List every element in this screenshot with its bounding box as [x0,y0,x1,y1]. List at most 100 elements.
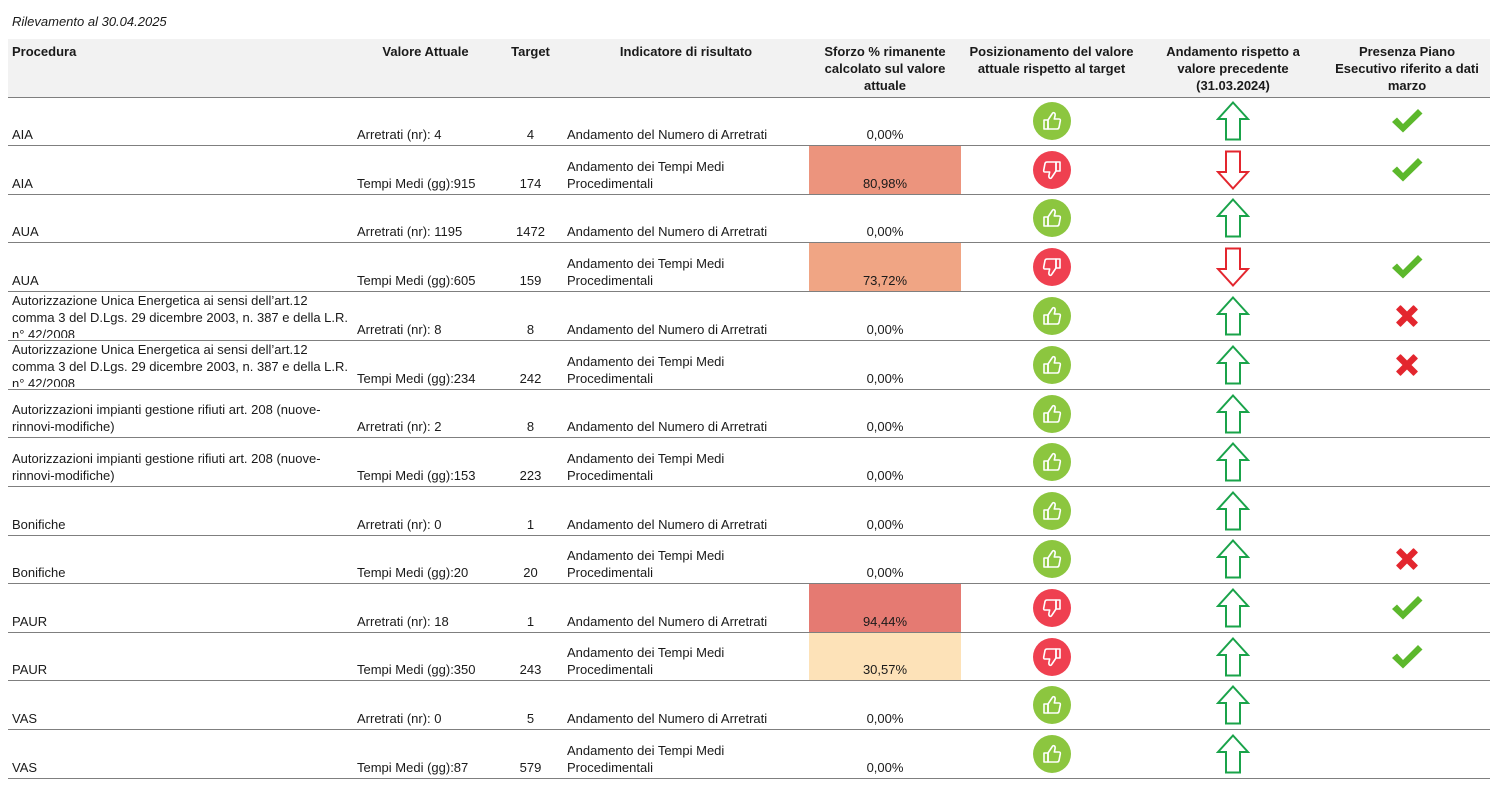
cell-valore: Tempi Medi (gg):915 [353,145,498,195]
cell-target: 242 [498,340,563,390]
arrow-up-icon [1216,636,1250,677]
cell-target: 5 [498,680,563,731]
cell-posizionamento [961,535,1142,585]
thumbs-up-icon [1032,345,1071,384]
cell-procedura: AUA [8,242,353,292]
thumbs-down-icon [1032,637,1071,676]
table-row: Bonifiche Arretrati (nr): 0 1 Andamento del… [8,486,1490,536]
header-posizionamento: Posizionamento del valore attuale rispet… [961,39,1142,98]
cell-andamento [1142,145,1324,195]
cell-procedura: Autorizzazione Unica Energetica ai sensi… [8,340,353,390]
cell-posizionamento [961,437,1142,488]
header-sforzo: Sforzo % rimanente calcolato sul valore … [809,39,961,98]
arrow-down-icon [1216,247,1250,288]
thumbs-up-icon [1032,296,1071,335]
cell-posizionamento [961,145,1142,195]
cell-posizionamento [961,291,1142,341]
cell-indicatore: Andamento del Numero di Arretrati [563,486,809,536]
arrow-up-icon [1216,588,1250,628]
thumbs-down-icon [1032,589,1071,628]
cell-andamento [1142,389,1324,439]
cell-target: 174 [498,145,563,195]
cell-procedura-text: Bonifiche [12,565,66,581]
cell-indicatore: Andamento dei Tempi Medi Procedimentali [563,535,809,585]
cell-sforzo: 94,44% [809,583,961,633]
cell-indicatore: Andamento dei Tempi Medi Procedimentali [563,632,809,682]
check-icon [1390,594,1424,622]
cross-icon [1393,302,1421,330]
cell-target: 159 [498,242,563,292]
cell-procedura: Autorizzazioni impianti gestione rifiuti… [8,437,353,488]
cell-posizionamento [961,583,1142,633]
cell-indicatore: Andamento dei Tempi Medi Procedimentali [563,145,809,195]
arrow-up-icon [1216,442,1250,482]
cell-indicatore: Andamento dei Tempi Medi Procedimentali [563,242,809,292]
cell-procedura-text: AIA [12,127,33,143]
cell-sforzo: 0,00% [809,486,961,536]
cell-procedura: Bonifiche [8,486,353,536]
cell-posizionamento [961,680,1142,731]
arrow-up-icon [1216,733,1250,774]
cell-procedura-text: AUA [12,224,39,240]
cell-procedura-text: Bonifiche [12,516,66,532]
cell-valore: Arretrati (nr): 18 [353,583,498,633]
procedure-table: Procedura Valore Attuale Target Indicato… [8,39,1490,779]
cell-procedura-text: VAS [12,711,38,727]
cell-andamento [1142,680,1324,731]
cell-sforzo: 0,00% [809,389,961,439]
cell-andamento [1142,97,1324,147]
cell-procedura: PAUR [8,632,353,682]
cell-sforzo: 0,00% [809,97,961,147]
report-caption: Rilevamento al 30.04.2025 [12,14,167,29]
cell-sforzo: 73,72% [809,242,961,292]
arrow-up-icon [1216,393,1250,434]
cell-procedura: AIA [8,145,353,195]
cell-valore: Tempi Medi (gg):153 [353,437,498,488]
cell-procedura-text: Autorizzazione Unica Energetica ai sensi… [12,341,349,387]
thumbs-up-icon [1032,443,1071,482]
cell-indicatore: Andamento dei Tempi Medi Procedimentali [563,340,809,390]
cell-procedura-text: PAUR [12,613,48,629]
arrow-down-icon [1216,150,1250,190]
cell-valore: Arretrati (nr): 1195 [353,194,498,244]
table-body: AIA Arretrati (nr): 4 4 Andamento del Numer… [8,97,1490,779]
cell-sforzo: 0,00% [809,437,961,488]
cell-target: 579 [498,729,563,779]
cell-posizionamento [961,242,1142,292]
thumbs-up-icon [1032,199,1071,238]
cell-valore: Arretrati (nr): 4 [353,97,498,147]
cross-icon [1393,545,1421,573]
cell-piano [1324,680,1490,731]
cell-target: 223 [498,437,563,488]
cell-valore: Tempi Medi (gg):87 [353,729,498,779]
cell-target: 4 [498,97,563,147]
cell-procedura: Bonifiche [8,535,353,585]
cell-valore: Tempi Medi (gg):350 [353,632,498,682]
cell-procedura-text: VAS [12,759,38,775]
arrow-up-icon [1216,295,1250,336]
cell-target: 1 [498,583,563,633]
cell-valore: Tempi Medi (gg):234 [353,340,498,390]
table-row: Autorizzazione Unica Energetica ai sensi… [8,340,1490,390]
cell-piano [1324,97,1490,147]
header-piano: Presenza Piano Esecutivo riferito a dati… [1324,39,1490,98]
cell-indicatore: Andamento del Numero di Arretrati [563,97,809,147]
check-icon [1390,156,1424,184]
thumbs-up-icon [1032,540,1071,579]
arrow-up-icon [1216,344,1250,385]
cell-indicatore: Andamento del Numero di Arretrati [563,194,809,244]
table-row: Autorizzazioni impianti gestione rifiuti… [8,437,1490,488]
cell-valore: Arretrati (nr): 0 [353,680,498,731]
cell-andamento [1142,194,1324,244]
thumbs-down-icon [1032,150,1071,189]
cell-piano [1324,242,1490,292]
table-row: AIA Tempi Medi (gg):915 174 Andamento dei T… [8,145,1490,195]
cell-procedura-text: AUA [12,272,39,288]
cell-target: 8 [498,291,563,341]
cell-procedura: AIA [8,97,353,147]
thumbs-up-icon [1032,491,1071,530]
cell-piano [1324,729,1490,779]
cell-valore: Arretrati (nr): 0 [353,486,498,536]
arrow-up-icon [1216,101,1250,141]
cell-procedura: AUA [8,194,353,244]
